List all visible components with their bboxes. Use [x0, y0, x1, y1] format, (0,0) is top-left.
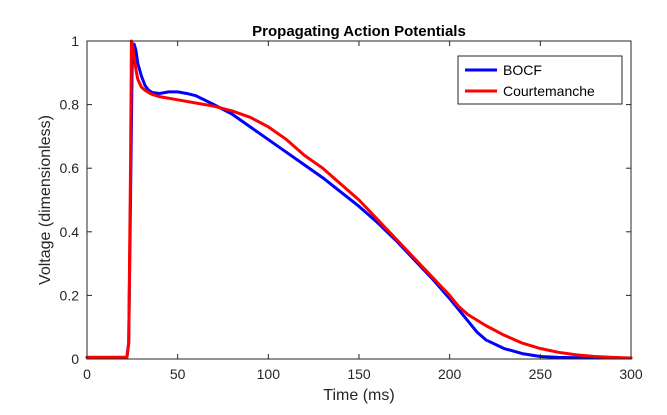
- x-tick-label: 300: [619, 366, 643, 382]
- series-line-bocf: [85, 42, 633, 360]
- tick-layer: 0 50 100 150 200 250 300 0 0.2 0.4 0.6 0.8 1: [60, 33, 643, 382]
- legend-box: [457, 55, 623, 105]
- x-tick-label: 50: [170, 366, 186, 382]
- x-axis-label: Time (ms): [323, 387, 394, 404]
- legend-label-bocf: BOCF: [503, 62, 542, 78]
- y-axis-label: Voltage (dimensionless): [37, 115, 54, 285]
- x-tick-label: 250: [529, 366, 553, 382]
- x-tick-label: 100: [257, 366, 281, 382]
- y-tick-label: 0.6: [60, 160, 80, 176]
- y-tick-label: 0.4: [60, 224, 80, 240]
- y-tick-label: 0.8: [60, 97, 80, 113]
- y-tick-label: 0.2: [60, 287, 80, 303]
- legend-label-courtemanche: Courtemanche: [503, 83, 595, 99]
- y-tick-label: 0: [71, 351, 79, 367]
- x-tick-label: 150: [347, 366, 371, 382]
- legend: BOCF Courtemanche: [457, 55, 623, 105]
- x-tick-label: 0: [83, 366, 91, 382]
- y-tick-label: 1: [71, 33, 79, 49]
- chart-title: Propagating Action Potentials: [252, 23, 466, 40]
- x-tick-label: 200: [438, 366, 462, 382]
- series-layer: [85, 39, 633, 360]
- series-line-courtemanche: [85, 39, 633, 360]
